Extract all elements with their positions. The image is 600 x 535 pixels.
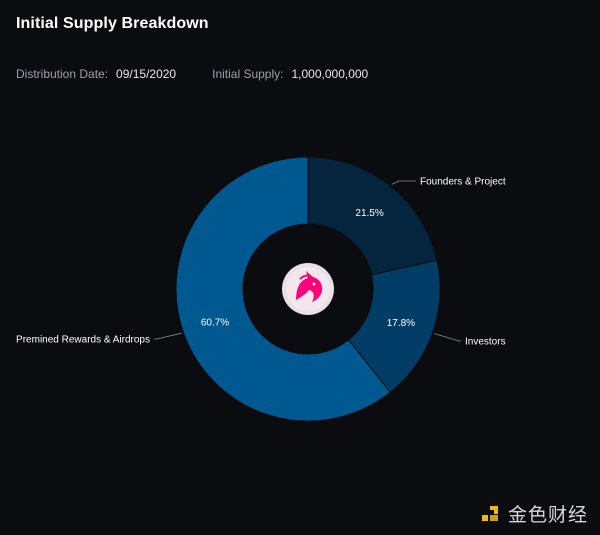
slice-value-label-2: 17.8%: [387, 318, 415, 329]
uniswap-unicorn-icon: [282, 263, 334, 315]
distribution-date-value: 09/15/2020: [116, 67, 177, 81]
slice-value-label-1: 21.5%: [355, 208, 383, 219]
watermark-text: 金色财经: [507, 504, 588, 526]
donut-slices: [175, 156, 441, 422]
slice-category-label-2: Investors: [465, 337, 506, 348]
donut-slice-3: [175, 156, 391, 422]
slice-leader-line-3: [154, 332, 182, 340]
slice-leader-line-1: [391, 180, 416, 185]
chart-title: Initial Supply Breakdown: [16, 15, 209, 32]
slice-category-label-3: Premined Rewards & Airdrops: [16, 335, 150, 346]
slice-category-label-1: Founders & Project: [420, 177, 506, 188]
slice-leader-line-2: [434, 333, 461, 342]
distribution-date-label: Distribution Date:: [16, 67, 109, 81]
donut-slice-1: [307, 156, 438, 276]
donut-slice-2: [347, 259, 441, 393]
donut-labels: 21.5% Founders & Project 17.8% Investors 60.…: [16, 177, 506, 348]
meta-row: Distribution Date: 09/15/2020 Initial Su…: [16, 67, 368, 81]
jinse-logo-icon: [478, 502, 501, 525]
initial-supply-value: 1,000,000,000: [291, 67, 369, 81]
slice-value-label-3: 60.7%: [201, 317, 229, 328]
initial-supply-label: Initial Supply:: [212, 67, 284, 81]
watermark: 金色财经: [478, 500, 588, 527]
